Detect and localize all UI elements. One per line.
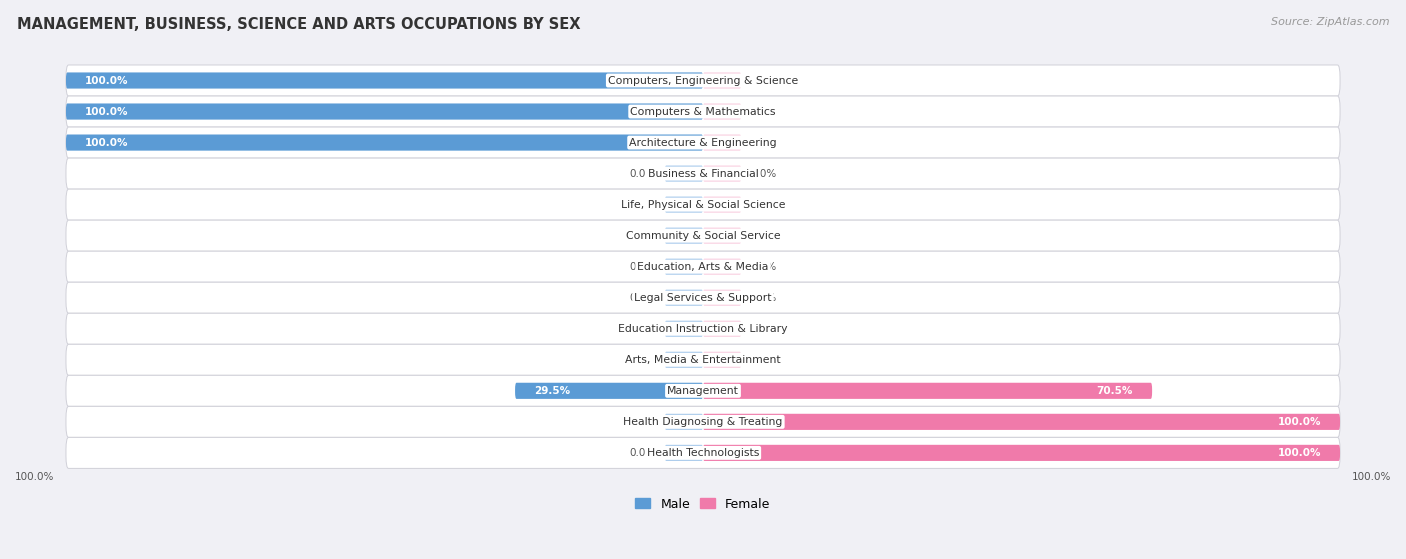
FancyBboxPatch shape bbox=[665, 321, 703, 337]
Text: Management: Management bbox=[666, 386, 740, 396]
FancyBboxPatch shape bbox=[703, 73, 741, 88]
Text: 0.0%: 0.0% bbox=[628, 355, 655, 365]
Text: 0.0%: 0.0% bbox=[751, 262, 778, 272]
FancyBboxPatch shape bbox=[66, 344, 1340, 375]
FancyBboxPatch shape bbox=[703, 228, 741, 244]
Text: Computers & Mathematics: Computers & Mathematics bbox=[630, 107, 776, 116]
Text: MANAGEMENT, BUSINESS, SCIENCE AND ARTS OCCUPATIONS BY SEX: MANAGEMENT, BUSINESS, SCIENCE AND ARTS O… bbox=[17, 17, 581, 32]
Text: 0.0%: 0.0% bbox=[751, 355, 778, 365]
FancyBboxPatch shape bbox=[66, 158, 1340, 189]
Text: Life, Physical & Social Science: Life, Physical & Social Science bbox=[621, 200, 785, 210]
FancyBboxPatch shape bbox=[66, 135, 703, 150]
Text: 0.0%: 0.0% bbox=[751, 293, 778, 303]
Text: Education Instruction & Library: Education Instruction & Library bbox=[619, 324, 787, 334]
Text: 100.0%: 100.0% bbox=[15, 472, 55, 482]
FancyBboxPatch shape bbox=[66, 127, 1340, 158]
Text: Arts, Media & Entertainment: Arts, Media & Entertainment bbox=[626, 355, 780, 365]
Text: 0.0%: 0.0% bbox=[628, 448, 655, 458]
FancyBboxPatch shape bbox=[703, 259, 741, 275]
Text: 0.0%: 0.0% bbox=[751, 200, 778, 210]
Text: 29.5%: 29.5% bbox=[534, 386, 571, 396]
FancyBboxPatch shape bbox=[66, 65, 1340, 96]
Text: 100.0%: 100.0% bbox=[1351, 472, 1391, 482]
Text: 0.0%: 0.0% bbox=[751, 169, 778, 178]
Text: 0.0%: 0.0% bbox=[751, 138, 778, 148]
Text: 0.0%: 0.0% bbox=[628, 417, 655, 427]
Text: 0.0%: 0.0% bbox=[628, 169, 655, 178]
FancyBboxPatch shape bbox=[66, 220, 1340, 251]
Text: 0.0%: 0.0% bbox=[751, 324, 778, 334]
Text: Architecture & Engineering: Architecture & Engineering bbox=[630, 138, 776, 148]
Text: 70.5%: 70.5% bbox=[1097, 386, 1133, 396]
FancyBboxPatch shape bbox=[665, 259, 703, 275]
FancyBboxPatch shape bbox=[66, 313, 1340, 344]
FancyBboxPatch shape bbox=[703, 165, 741, 182]
FancyBboxPatch shape bbox=[703, 352, 741, 368]
FancyBboxPatch shape bbox=[66, 282, 1340, 313]
FancyBboxPatch shape bbox=[66, 406, 1340, 437]
Text: Source: ZipAtlas.com: Source: ZipAtlas.com bbox=[1271, 17, 1389, 27]
Text: Computers, Engineering & Science: Computers, Engineering & Science bbox=[607, 75, 799, 86]
Text: 0.0%: 0.0% bbox=[628, 324, 655, 334]
Text: Business & Financial: Business & Financial bbox=[648, 169, 758, 178]
FancyBboxPatch shape bbox=[703, 290, 741, 306]
FancyBboxPatch shape bbox=[66, 375, 1340, 406]
Text: 0.0%: 0.0% bbox=[751, 107, 778, 116]
FancyBboxPatch shape bbox=[66, 189, 1340, 220]
FancyBboxPatch shape bbox=[66, 96, 1340, 127]
FancyBboxPatch shape bbox=[703, 103, 741, 120]
Text: 100.0%: 100.0% bbox=[1278, 448, 1320, 458]
FancyBboxPatch shape bbox=[665, 197, 703, 212]
FancyBboxPatch shape bbox=[665, 414, 703, 430]
FancyBboxPatch shape bbox=[703, 445, 1340, 461]
FancyBboxPatch shape bbox=[66, 73, 703, 88]
Text: 100.0%: 100.0% bbox=[86, 75, 128, 86]
FancyBboxPatch shape bbox=[665, 165, 703, 182]
FancyBboxPatch shape bbox=[665, 352, 703, 368]
FancyBboxPatch shape bbox=[66, 251, 1340, 282]
FancyBboxPatch shape bbox=[703, 414, 1340, 430]
Text: 0.0%: 0.0% bbox=[628, 200, 655, 210]
FancyBboxPatch shape bbox=[703, 383, 1152, 399]
FancyBboxPatch shape bbox=[703, 135, 741, 150]
FancyBboxPatch shape bbox=[66, 437, 1340, 468]
Text: 100.0%: 100.0% bbox=[86, 138, 128, 148]
FancyBboxPatch shape bbox=[515, 383, 703, 399]
FancyBboxPatch shape bbox=[703, 321, 741, 337]
Text: Education, Arts & Media: Education, Arts & Media bbox=[637, 262, 769, 272]
Text: Community & Social Service: Community & Social Service bbox=[626, 231, 780, 241]
FancyBboxPatch shape bbox=[665, 290, 703, 306]
Text: 0.0%: 0.0% bbox=[628, 262, 655, 272]
FancyBboxPatch shape bbox=[665, 228, 703, 244]
Text: 100.0%: 100.0% bbox=[86, 107, 128, 116]
Text: Legal Services & Support: Legal Services & Support bbox=[634, 293, 772, 303]
Legend: Male, Female: Male, Female bbox=[630, 492, 776, 515]
FancyBboxPatch shape bbox=[665, 445, 703, 461]
Text: 100.0%: 100.0% bbox=[1278, 417, 1320, 427]
FancyBboxPatch shape bbox=[703, 197, 741, 212]
Text: Health Technologists: Health Technologists bbox=[647, 448, 759, 458]
Text: 0.0%: 0.0% bbox=[751, 75, 778, 86]
Text: 0.0%: 0.0% bbox=[628, 293, 655, 303]
Text: 0.0%: 0.0% bbox=[628, 231, 655, 241]
Text: 0.0%: 0.0% bbox=[751, 231, 778, 241]
Text: Health Diagnosing & Treating: Health Diagnosing & Treating bbox=[623, 417, 783, 427]
FancyBboxPatch shape bbox=[66, 103, 703, 120]
